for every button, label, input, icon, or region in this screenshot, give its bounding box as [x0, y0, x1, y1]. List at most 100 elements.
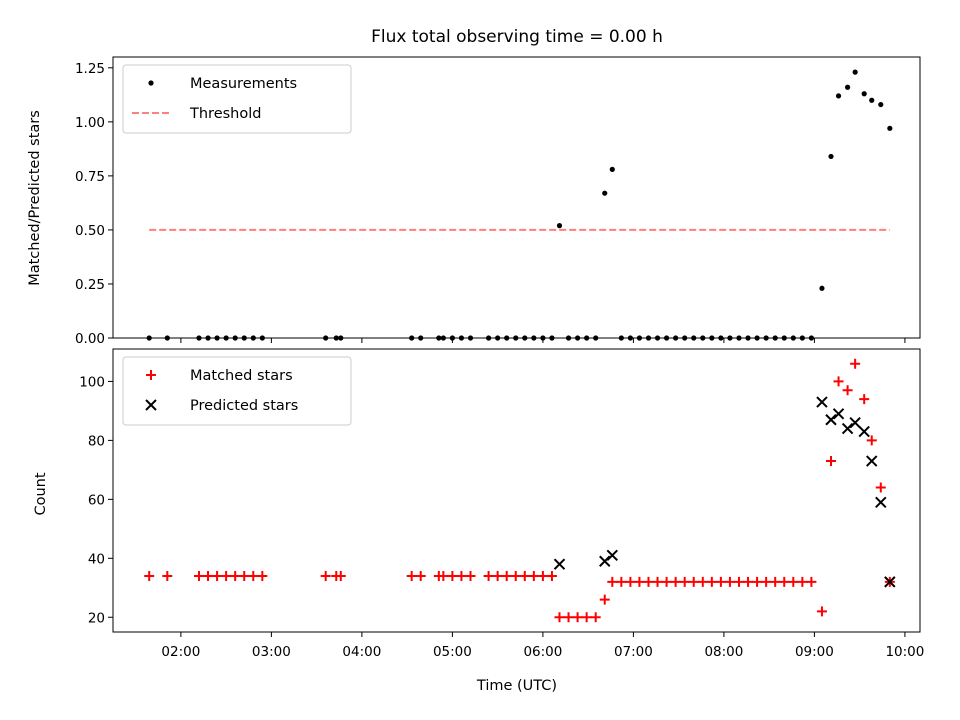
predicted-star-point	[606, 549, 618, 562]
matched-star-point	[743, 576, 754, 587]
top-y-axis-label: Matched/Predicted stars	[27, 110, 43, 286]
matched-star-point	[162, 570, 173, 581]
matched-star-point	[492, 570, 503, 581]
predicted-star-point	[841, 422, 854, 435]
bottom-series-matched-stars	[144, 358, 895, 623]
top-legend: Measurements Threshold	[122, 64, 352, 134]
matched-star-point	[715, 576, 726, 587]
measurement-point	[609, 166, 615, 172]
matched-star-point	[697, 576, 708, 587]
bottom-y-tick-label: 100	[79, 374, 105, 390]
bottom-x-tick-label: 02:00	[161, 644, 200, 660]
matched-star-point	[826, 456, 837, 467]
bottom-y-tick-label: 20	[88, 610, 105, 626]
bottom-x-tick-label: 03:00	[252, 644, 291, 660]
matched-star-point	[554, 612, 565, 623]
matched-star-point	[590, 612, 601, 623]
measurement-point	[828, 153, 834, 160]
matched-star-point	[652, 576, 663, 587]
predicted-star-point	[816, 396, 828, 408]
matched-star-point	[257, 570, 268, 581]
bottom-x-tick-label: 10:00	[885, 644, 924, 660]
top-y-tick-label: 0.50	[75, 223, 105, 239]
measurement-point	[869, 97, 875, 103]
x-axis-label: Time (UTC)	[476, 678, 557, 694]
matched-star-point	[501, 570, 512, 581]
matched-star-point	[679, 576, 690, 587]
measurement-point	[861, 91, 867, 97]
bottom-y-tick-label: 80	[88, 433, 105, 449]
matched-star-point	[537, 570, 548, 581]
matched-star-point	[833, 376, 844, 387]
predicted-star-point	[849, 416, 861, 429]
matched-star-point	[230, 570, 241, 581]
measurement-point	[844, 84, 851, 90]
bottom-x-tick-label: 06:00	[523, 644, 562, 660]
matched-star-point	[788, 576, 799, 587]
top-panel: 0.00 0.25 0.50 0.75 1.00 1.25 Measurements Thre…	[75, 56, 921, 347]
matched-star-point	[510, 570, 521, 581]
legend-label: Threshold	[189, 106, 261, 122]
legend-label: Matched stars	[190, 368, 293, 384]
matched-star-point	[203, 570, 214, 581]
matched-star-point	[193, 570, 204, 581]
matched-star-point	[581, 612, 592, 623]
bottom-legend: Matched stars Predicted stars	[122, 356, 352, 426]
matched-star-point	[733, 576, 744, 587]
matched-star-point	[634, 576, 645, 587]
matched-star-point	[221, 570, 232, 581]
matched-star-point	[616, 576, 627, 587]
bottom-x-tick-label: 07:00	[614, 644, 653, 660]
matched-star-point	[797, 576, 808, 587]
measurement-point	[835, 93, 842, 99]
predicted-star-point	[866, 455, 878, 467]
matched-star-point	[752, 576, 763, 587]
predicted-star-point	[884, 576, 896, 588]
measurement-point	[602, 190, 608, 196]
matched-star-point	[563, 612, 574, 623]
top-y-tick-label: 1.25	[75, 61, 105, 77]
top-legend-box	[122, 64, 352, 134]
legend-measurement-swatch	[148, 80, 154, 86]
top-y-tick-label: 0.75	[75, 169, 105, 185]
matched-star-point	[519, 570, 530, 581]
matched-star-point	[688, 576, 699, 587]
bottom-y-tick-label: 40	[88, 551, 105, 567]
measurement-point	[852, 69, 858, 75]
legend-matched-swatch	[146, 370, 156, 380]
matched-star-point	[546, 570, 557, 581]
matched-star-point	[465, 570, 476, 581]
legend-predicted-swatch	[145, 399, 157, 411]
matched-star-point	[406, 570, 417, 581]
bottom-y-tick-label: 60	[88, 492, 105, 508]
predicted-star-point	[825, 414, 837, 426]
top-y-tick-label: 0.00	[75, 331, 105, 347]
matched-star-point	[625, 576, 636, 587]
matched-star-point	[607, 576, 618, 587]
matched-star-point	[572, 612, 583, 623]
matched-star-point	[859, 394, 870, 405]
bottom-x-tick-label: 04:00	[342, 644, 381, 660]
bottom-x-tick-label: 08:00	[704, 644, 743, 660]
matched-star-point	[239, 570, 250, 581]
matched-star-point	[770, 576, 781, 587]
matched-star-point	[483, 570, 494, 581]
matched-star-point	[724, 576, 735, 587]
bottom-x-tick-label: 09:00	[795, 644, 834, 660]
matched-star-point	[528, 570, 539, 581]
matched-star-point	[806, 576, 817, 587]
predicted-star-point	[858, 425, 870, 438]
predicted-star-point	[875, 496, 887, 508]
predicted-star-point	[599, 555, 611, 567]
measurement-point	[878, 101, 884, 108]
matched-star-point	[842, 385, 853, 396]
matched-star-point	[456, 570, 467, 581]
top-y-tick-label: 0.25	[75, 277, 105, 293]
matched-star-point	[661, 576, 672, 587]
bottom-x-tick-label: 05:00	[433, 644, 472, 660]
top-y-tick-label: 1.00	[75, 115, 105, 131]
bottom-series-predicted-stars	[553, 396, 896, 588]
matched-star-point	[212, 570, 223, 581]
matched-star-point	[779, 576, 790, 587]
bottom-legend-box	[122, 356, 352, 426]
